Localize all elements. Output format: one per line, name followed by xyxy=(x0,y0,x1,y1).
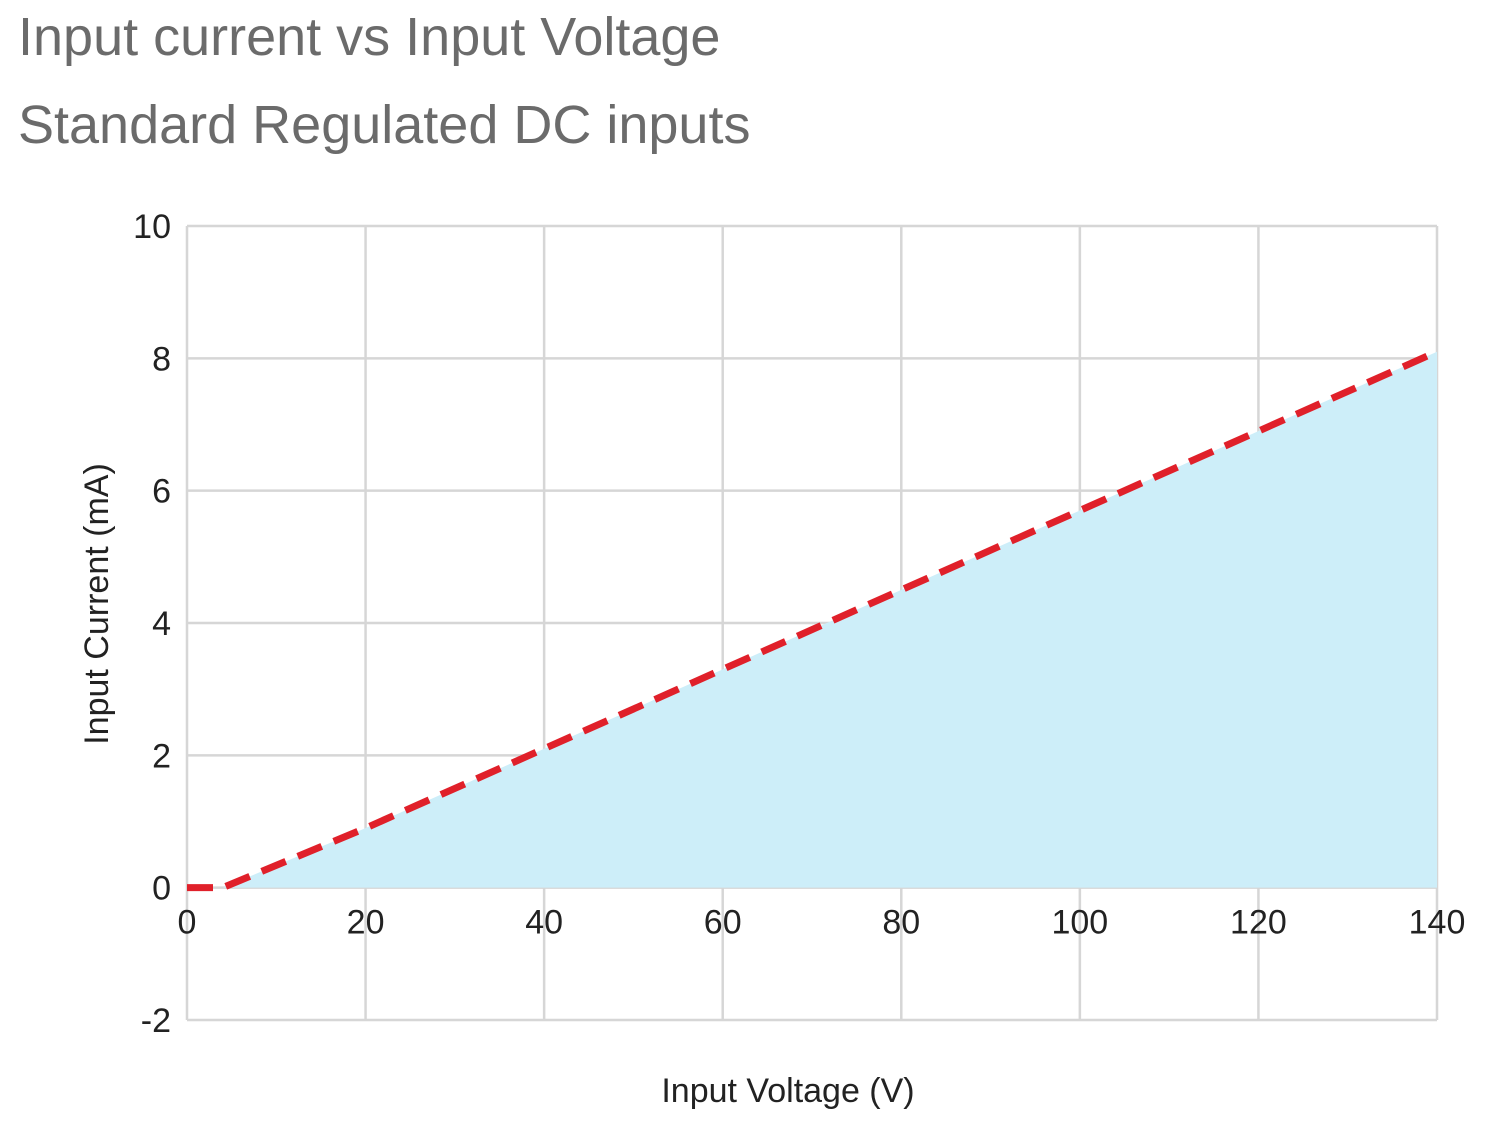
y-tick-label: 0 xyxy=(152,870,171,908)
y-tick-label: 10 xyxy=(133,208,171,246)
x-tick-label: 80 xyxy=(882,904,920,942)
y-tick-label: 8 xyxy=(152,340,171,378)
x-tick-label: 60 xyxy=(704,904,742,942)
x-tick-label: 20 xyxy=(347,904,385,942)
chart-subtitle: Standard Regulated DC inputs xyxy=(18,95,751,155)
x-tick-label: 120 xyxy=(1230,904,1287,942)
y-tick-label: -2 xyxy=(141,1002,171,1040)
x-tick-label: 100 xyxy=(1051,904,1108,942)
y-tick-label: 2 xyxy=(152,737,171,775)
series-line xyxy=(187,348,1439,892)
tick-layer: 0 20 40 60 80 100 120 140 -2 0 2 4 6 8 10 xyxy=(133,208,1465,1040)
y-axis-label: Input Current (mA) xyxy=(78,463,116,745)
series-area xyxy=(187,351,1437,888)
x-tick-label: 0 xyxy=(178,904,197,942)
x-tick-label: 140 xyxy=(1409,904,1466,942)
y-tick-label: 4 xyxy=(152,605,171,643)
x-axis-label: Input Voltage (V) xyxy=(661,1072,914,1110)
chart-title: Input current vs Input Voltage xyxy=(18,7,721,67)
area-layer xyxy=(187,351,1437,888)
y-tick-label: 6 xyxy=(152,473,171,511)
line-layer xyxy=(187,348,1439,892)
x-tick-label: 40 xyxy=(525,904,563,942)
